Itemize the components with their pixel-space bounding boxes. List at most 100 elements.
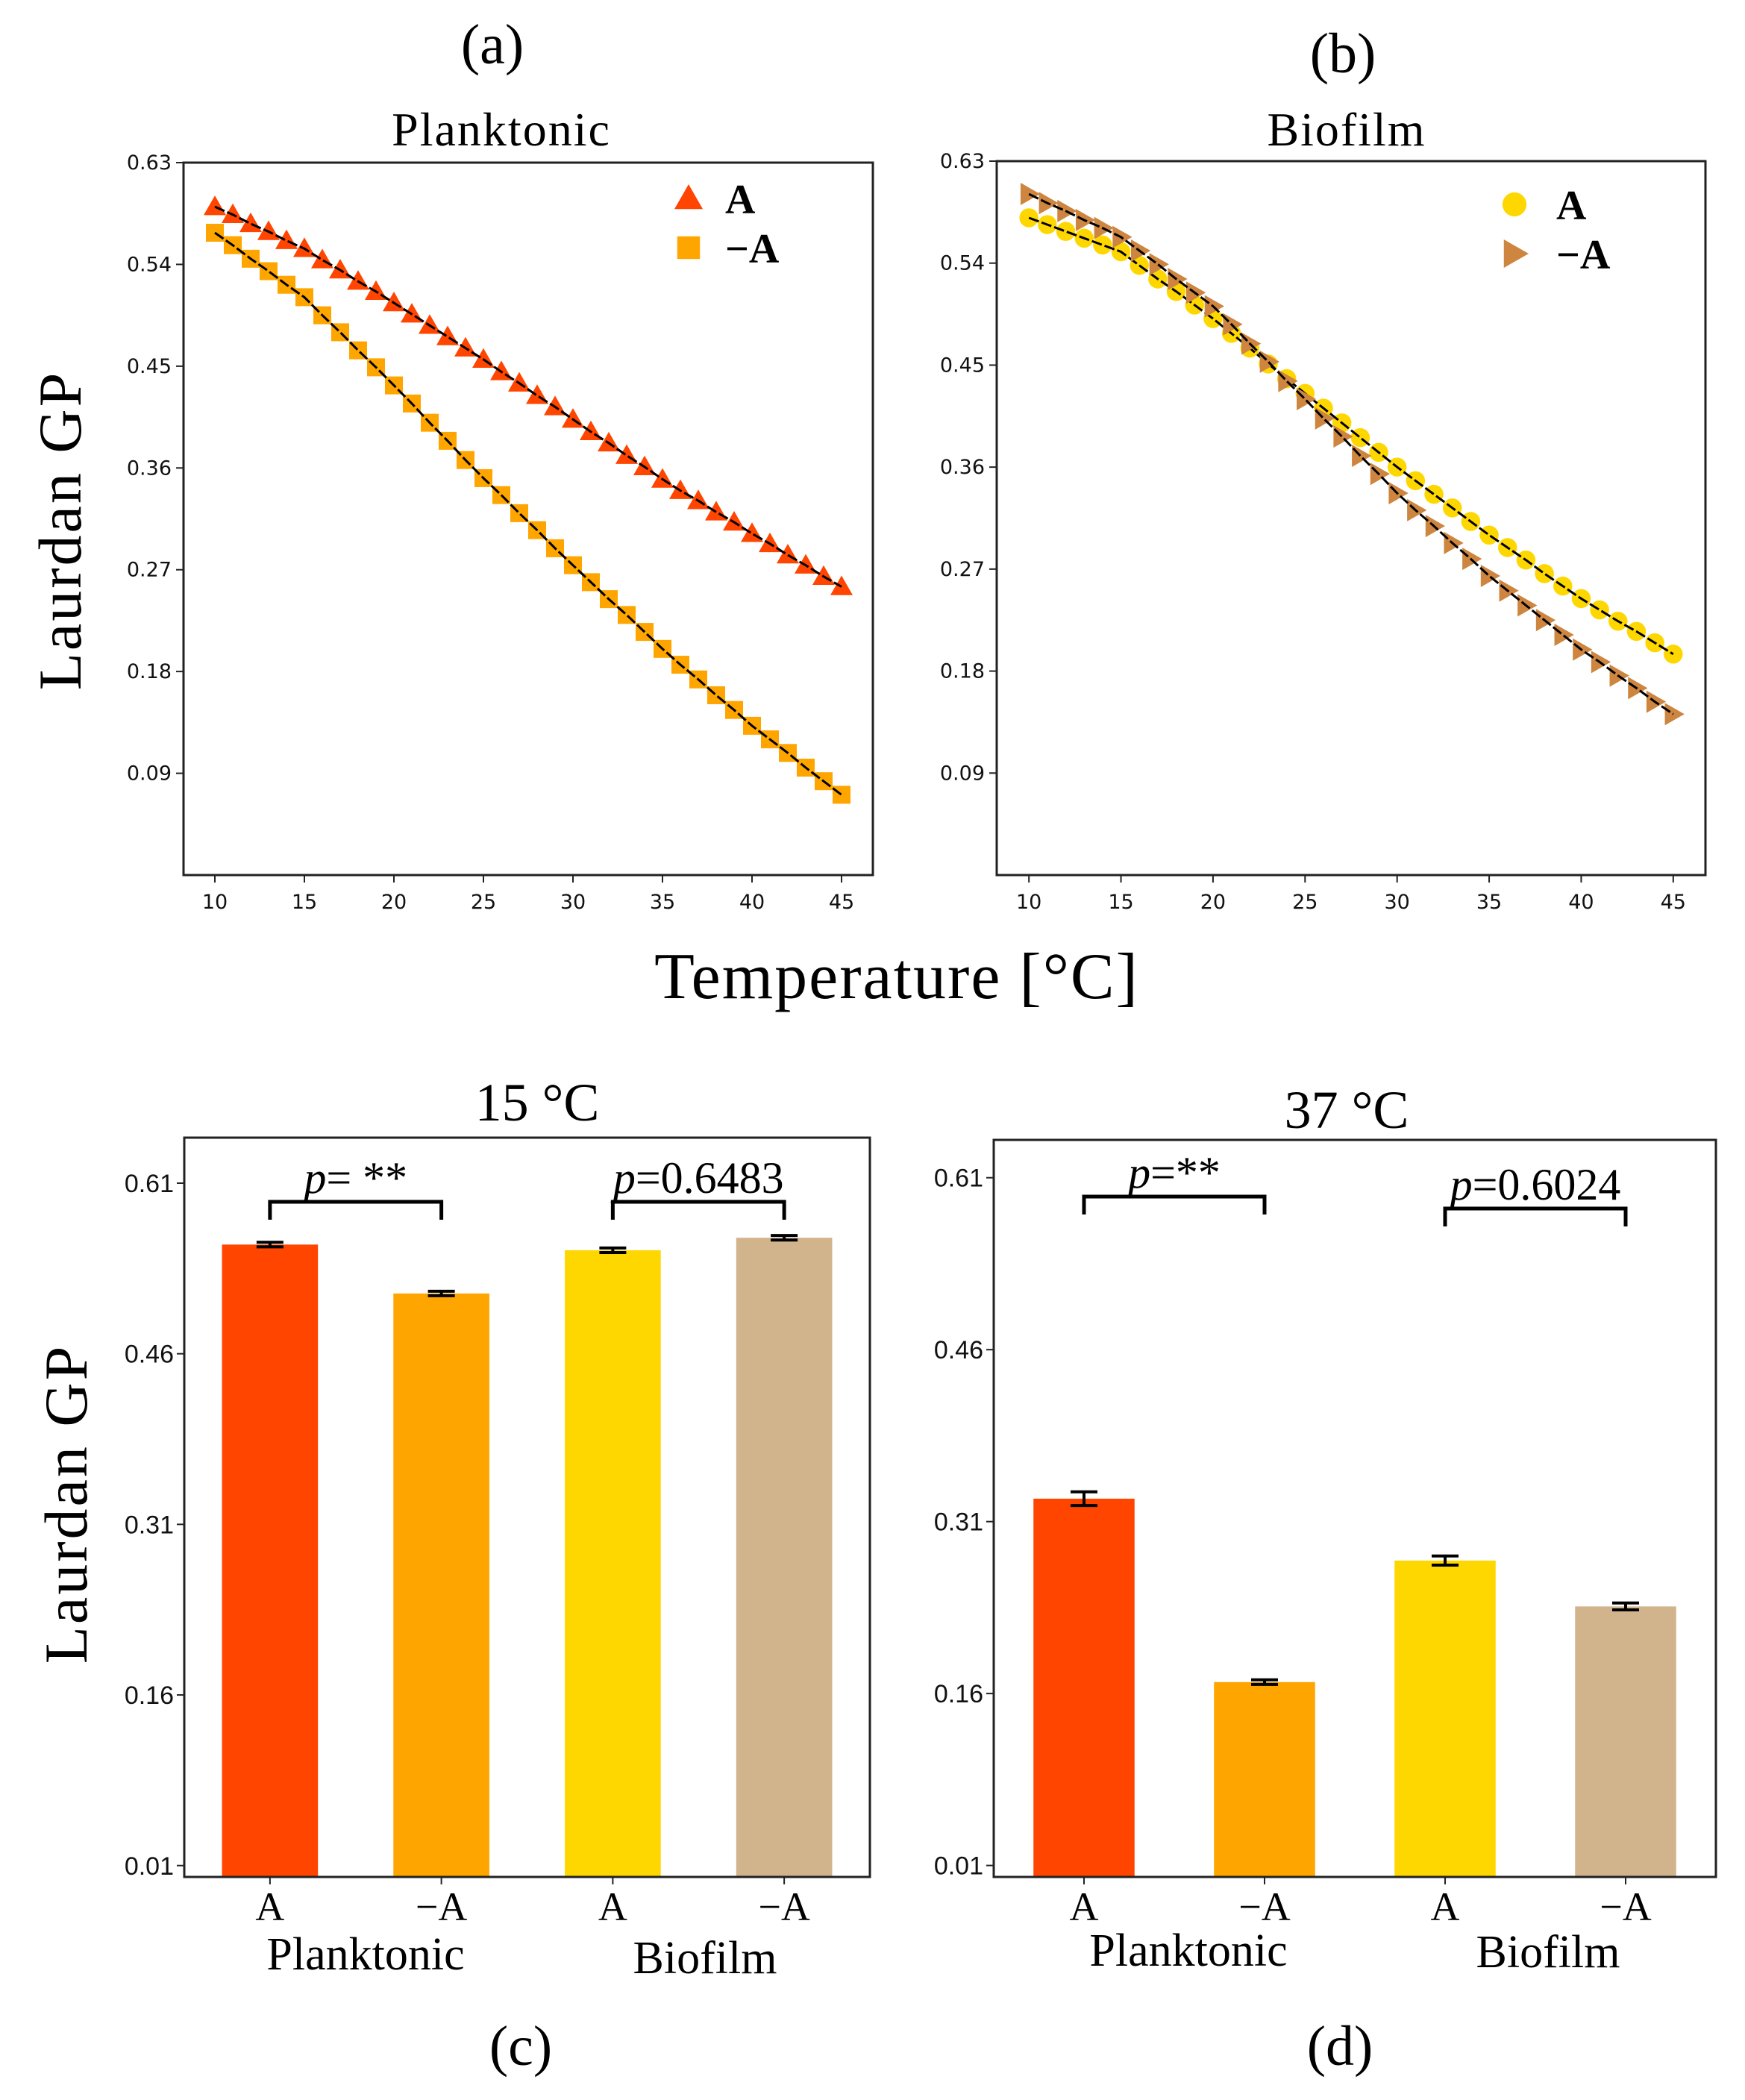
p-value: =** — [1150, 1148, 1221, 1197]
y-tick-label: 0.01 — [934, 1852, 983, 1881]
data-point — [562, 408, 584, 428]
data-point — [1664, 645, 1683, 664]
data-point — [1424, 484, 1444, 504]
y-tick-label: 0.36 — [940, 456, 985, 479]
bar — [393, 1293, 489, 1877]
legend-label: −A — [725, 226, 780, 272]
error-bar — [599, 1246, 627, 1254]
y-tick-label: 0.09 — [127, 762, 172, 786]
legend-marker — [674, 184, 703, 210]
x-tick-label: 35 — [1476, 891, 1502, 914]
data-point — [1333, 425, 1353, 448]
panel-label-b: (b) — [1310, 22, 1376, 85]
p-symbol: p — [1447, 1160, 1473, 1209]
data-point — [1590, 600, 1609, 620]
p-symbol: p — [1125, 1148, 1150, 1197]
error-bar — [256, 1241, 283, 1249]
legend-label: A — [725, 177, 756, 223]
x-tick-label: −A — [416, 1884, 467, 1929]
data-point — [508, 372, 530, 392]
data-point — [830, 575, 853, 595]
p-value: =0.6024 — [1473, 1160, 1621, 1209]
x-tick-label: 25 — [471, 891, 496, 914]
p-value: = ** — [326, 1153, 407, 1203]
x-tick-label: A — [1070, 1884, 1099, 1929]
data-point — [260, 262, 278, 280]
panel-label-a: (a) — [461, 13, 524, 76]
data-point — [1056, 222, 1076, 241]
x-tick-label: 45 — [829, 891, 854, 914]
y-tick-label: 0.54 — [940, 252, 985, 275]
data-point — [222, 203, 244, 223]
axes-frame — [182, 161, 874, 877]
series-1 — [1020, 183, 1685, 726]
bar — [565, 1250, 661, 1877]
x-tick-label: 25 — [1292, 891, 1318, 914]
data-point — [1479, 525, 1499, 545]
p-value-annotation: p= ** — [301, 1153, 407, 1203]
data-point — [633, 455, 656, 476]
data-point — [1093, 235, 1112, 255]
data-point — [1664, 703, 1685, 726]
p-value-annotation: p=0.6024 — [1447, 1160, 1621, 1209]
data-point — [419, 314, 441, 334]
error-bar — [427, 1289, 455, 1297]
y-tick-label: 0.63 — [940, 150, 985, 173]
x-tick-label: 40 — [739, 891, 765, 914]
y-tick-label: 0.01 — [125, 1852, 174, 1881]
axes-frame — [992, 1138, 1717, 1878]
data-point — [383, 291, 405, 312]
data-point — [1535, 564, 1554, 583]
data-point — [1297, 388, 1317, 410]
p-value: =0.6483 — [636, 1153, 784, 1203]
data-point — [206, 223, 224, 242]
legend-marker — [677, 236, 701, 260]
axes-frame — [995, 160, 1707, 877]
significance-bracket — [610, 1200, 786, 1220]
chart-2: 0.010.160.310.460.61A −A A −Ap= ** p=0.6483 — [125, 1136, 871, 1929]
significance-bracket — [1082, 1194, 1267, 1214]
error-bar — [1432, 1554, 1459, 1567]
data-point — [759, 532, 781, 553]
data-point — [204, 195, 226, 216]
chart-title-c: 15 °C — [475, 1073, 600, 1132]
group-label-biofilm-d: Biofilm — [1476, 1927, 1620, 1978]
y-tick-label: 0.27 — [127, 559, 172, 582]
y-tick-label: 0.61 — [125, 1170, 174, 1198]
series-0 — [204, 195, 853, 595]
x-tick-label: 40 — [1568, 891, 1594, 914]
bar — [736, 1238, 833, 1877]
x-tick-label: 30 — [1385, 891, 1410, 914]
x-tick-label: 15 — [1108, 891, 1133, 914]
data-point — [598, 431, 620, 452]
group-label-planktonic-d: Planktonic — [1089, 1925, 1287, 1976]
data-point — [1628, 677, 1648, 700]
y-axis-label-top: Laurdan GP — [26, 371, 94, 691]
legend-label: A — [1556, 183, 1587, 229]
significance-bracket — [268, 1200, 444, 1220]
data-point — [544, 395, 566, 416]
error-bar — [1071, 1490, 1097, 1508]
fit-line — [1028, 216, 1674, 656]
y-tick-label: 0.27 — [940, 558, 985, 581]
x-tick-label: A — [255, 1884, 284, 1929]
chart-3: 0.010.160.310.460.61A −A A −Ap=** p=0.6024 — [934, 1138, 1717, 1929]
y-axis-label-bottom: Laurdan GP — [32, 1344, 100, 1664]
data-point — [651, 468, 674, 488]
y-tick-label: 0.45 — [940, 354, 985, 377]
chart-0: 0.09 0.18 0.27 0.36 0.45 0.54 0.63 10 15 20 25 30 35… — [127, 151, 874, 914]
p-symbol: p — [610, 1153, 636, 1203]
series-1 — [206, 223, 850, 804]
x-tick-label: −A — [1238, 1884, 1290, 1929]
x-tick-label: 10 — [1016, 891, 1041, 914]
x-tick-label: 15 — [292, 891, 317, 914]
data-point — [723, 511, 745, 531]
data-point — [1019, 208, 1038, 228]
p-symbol: p — [301, 1153, 326, 1203]
y-tick-label: 0.18 — [127, 660, 172, 683]
x-tick-label: −A — [758, 1884, 809, 1929]
legend-marker — [1502, 192, 1527, 217]
y-tick-label: 0.31 — [934, 1508, 983, 1537]
x-axis-label-shared: Temperature [°C] — [654, 941, 1139, 1013]
